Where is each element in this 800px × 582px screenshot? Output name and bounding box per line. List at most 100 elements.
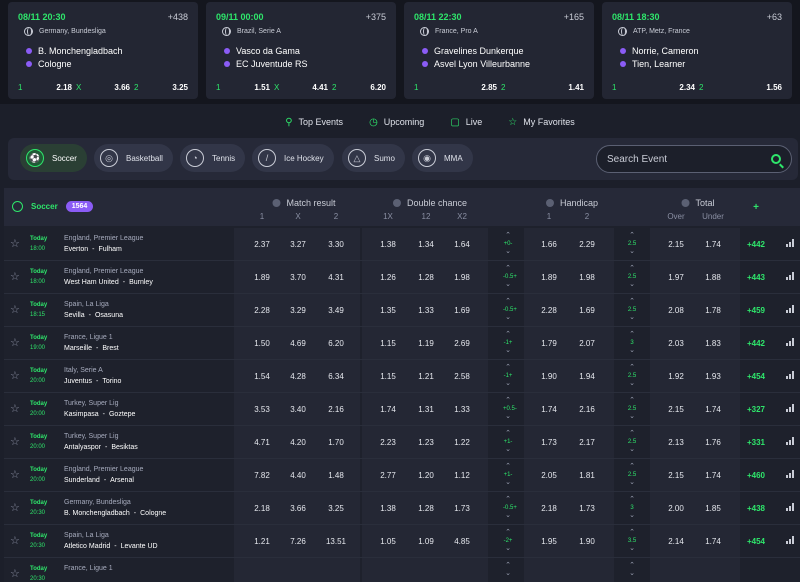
double-chance-odd[interactable]: 1.23	[418, 438, 434, 447]
handicap-odd[interactable]: 1.66	[541, 240, 557, 249]
event-teams[interactable]: Antalyaspor - Besiktas	[64, 444, 138, 451]
double-chance-odd[interactable]: 2.69	[454, 339, 470, 348]
more-markets-link[interactable]: +442	[746, 240, 766, 249]
odd-button[interactable]: X 3.66	[74, 83, 132, 92]
double-chance-odd[interactable]: 1.69	[454, 306, 470, 315]
card-more-markets[interactable]: +63	[766, 12, 782, 22]
match-result-odd[interactable]: 6.20	[328, 339, 344, 348]
total-line-selector[interactable]: ⌃ ⌄	[627, 562, 637, 578]
favorite-star-icon[interactable]: ☆	[10, 370, 20, 382]
handicap-line-selector[interactable]: ⌃ -0.5+ ⌄	[503, 265, 517, 289]
featured-card[interactable]: 08/11 18:30 +63 ATP, Metz, France Norrie…	[602, 2, 792, 99]
event-teams[interactable]: Juventus - Torino	[64, 378, 121, 385]
total-odd[interactable]: 1.76	[705, 438, 721, 447]
double-chance-odd[interactable]: 1.20	[418, 471, 434, 480]
total-line-selector[interactable]: ⌃ 3 ⌄	[627, 496, 637, 520]
sport-tennis[interactable]: ◔ Tennis	[180, 144, 246, 172]
match-result-odd[interactable]: 3.25	[328, 504, 344, 513]
card-more-markets[interactable]: +438	[167, 12, 188, 22]
double-chance-odd[interactable]: 1.98	[454, 273, 470, 282]
total-line-selector[interactable]: ⌃ 2.5 ⌄	[627, 430, 637, 454]
match-result-odd[interactable]: 4.20	[290, 438, 306, 447]
handicap-line-selector[interactable]: ⌃ +1- ⌄	[503, 463, 513, 487]
sport-mma[interactable]: ◉ MMA	[412, 144, 473, 172]
total-odd[interactable]: 2.03	[668, 339, 684, 348]
double-chance-odd[interactable]: 1.15	[380, 372, 396, 381]
odd-button[interactable]: X 4.41	[272, 83, 330, 92]
match-result-odd[interactable]: 4.69	[290, 339, 306, 348]
double-chance-odd[interactable]: 4.85	[454, 537, 470, 546]
handicap-odd[interactable]: 2.07	[579, 339, 595, 348]
double-chance-odd[interactable]: 2.58	[454, 372, 470, 381]
stats-bars-icon[interactable]	[786, 503, 794, 511]
card-more-markets[interactable]: +375	[365, 12, 386, 22]
handicap-line-selector[interactable]: ⌃ -1+ ⌄	[503, 364, 513, 388]
info-icon[interactable]	[272, 199, 281, 207]
handicap-line-selector[interactable]: ⌃ -0.5+ ⌄	[503, 298, 517, 322]
match-result-odd[interactable]: 3.66	[290, 504, 306, 513]
match-result-odd[interactable]: 1.70	[328, 438, 344, 447]
info-icon[interactable]	[545, 199, 554, 207]
total-odd[interactable]: 1.92	[668, 372, 684, 381]
event-row[interactable]: ☆ Today 20:00 Italy, Serie A Juventus - Torino…	[4, 360, 800, 393]
handicap-odd[interactable]: 1.90	[541, 372, 557, 381]
total-odd[interactable]: 1.78	[705, 306, 721, 315]
double-chance-odd[interactable]: 1.35	[380, 306, 396, 315]
total-line-selector[interactable]: ⌃ 2.5 ⌄	[627, 298, 637, 322]
stats-bars-icon[interactable]	[786, 470, 794, 478]
handicap-odd[interactable]: 1.81	[579, 471, 595, 480]
event-row[interactable]: ☆ Today 18:00 England, Premier League Everto…	[4, 228, 800, 261]
handicap-odd[interactable]: 1.73	[541, 438, 557, 447]
double-chance-odd[interactable]: 1.12	[454, 471, 470, 480]
event-row[interactable]: ☆ Today 18:00 England, Premier League West H…	[4, 261, 800, 294]
sport-basketball[interactable]: ◎ Basketball	[94, 144, 173, 172]
handicap-odd[interactable]: 2.16	[579, 405, 595, 414]
total-line-selector[interactable]: ⌃ 3.5 ⌄	[627, 529, 637, 553]
handicap-odd[interactable]: 1.69	[579, 306, 595, 315]
more-markets-link[interactable]: +438	[746, 504, 766, 513]
total-line-selector[interactable]: ⌃ 3 ⌄	[627, 331, 637, 355]
match-result-odd[interactable]: 3.29	[290, 306, 306, 315]
favorite-star-icon[interactable]: ☆	[10, 403, 20, 415]
match-result-odd[interactable]: 2.28	[254, 306, 270, 315]
event-teams[interactable]: Kasimpasa - Goztepe	[64, 411, 135, 418]
event-row[interactable]: ☆ Today 20:30 France, Ligue 1 ⌃ ⌄ ⌃ ⌄	[4, 558, 800, 582]
favorite-star-icon[interactable]: ☆	[10, 568, 20, 580]
double-chance-odd[interactable]: 1.33	[418, 306, 434, 315]
total-odd[interactable]: 1.74	[705, 405, 721, 414]
handicap-odd[interactable]: 1.94	[579, 372, 595, 381]
double-chance-odd[interactable]: 1.21	[418, 372, 434, 381]
match-result-odd[interactable]: 4.31	[328, 273, 344, 282]
double-chance-odd[interactable]: 1.64	[454, 240, 470, 249]
handicap-odd[interactable]: 2.28	[541, 306, 557, 315]
event-row[interactable]: ☆ Today 18:15 Spain, La Liga Sevilla - Osasuna…	[4, 294, 800, 327]
match-result-odd[interactable]: 3.49	[328, 306, 344, 315]
match-result-odd[interactable]: 1.89	[254, 273, 270, 282]
total-odd[interactable]: 2.13	[668, 438, 684, 447]
favorite-star-icon[interactable]: ☆	[10, 304, 20, 316]
double-chance-odd[interactable]: 2.23	[380, 438, 396, 447]
favorite-star-icon[interactable]: ☆	[10, 271, 20, 283]
odd-button[interactable]: 2 3.25	[132, 83, 190, 92]
handicap-line-selector[interactable]: ⌃ +0- ⌄	[503, 232, 513, 256]
event-teams[interactable]: Sevilla - Osasuna	[64, 312, 123, 319]
event-teams[interactable]: West Ham United - Burnley	[64, 279, 153, 286]
double-chance-odd[interactable]: 1.31	[418, 405, 434, 414]
featured-card[interactable]: 08/11 22:30 +165 France, Pro A Graveline…	[404, 2, 594, 99]
event-teams[interactable]: Sunderland - Arsenal	[64, 477, 134, 484]
double-chance-odd[interactable]: 1.05	[380, 537, 396, 546]
event-teams[interactable]: Atletico Madrid - Levante UD	[64, 543, 158, 550]
match-result-odd[interactable]: 4.71	[254, 438, 270, 447]
featured-card[interactable]: 08/11 20:30 +438 Germany, Bundesliga B. …	[8, 2, 198, 99]
match-result-odd[interactable]: 1.54	[254, 372, 270, 381]
total-odd[interactable]: 2.15	[668, 471, 684, 480]
sport-sumo[interactable]: △ Sumo	[342, 144, 405, 172]
more-markets-link[interactable]: +454	[746, 537, 766, 546]
double-chance-odd[interactable]: 1.22	[454, 438, 470, 447]
stats-bars-icon[interactable]	[786, 437, 794, 445]
handicap-line-selector[interactable]: ⌃ -0.5+ ⌄	[503, 496, 517, 520]
match-result-odd[interactable]: 2.16	[328, 405, 344, 414]
handicap-odd[interactable]: 1.79	[541, 339, 557, 348]
more-markets-link[interactable]: +459	[746, 306, 766, 315]
handicap-odd[interactable]: 2.29	[579, 240, 595, 249]
